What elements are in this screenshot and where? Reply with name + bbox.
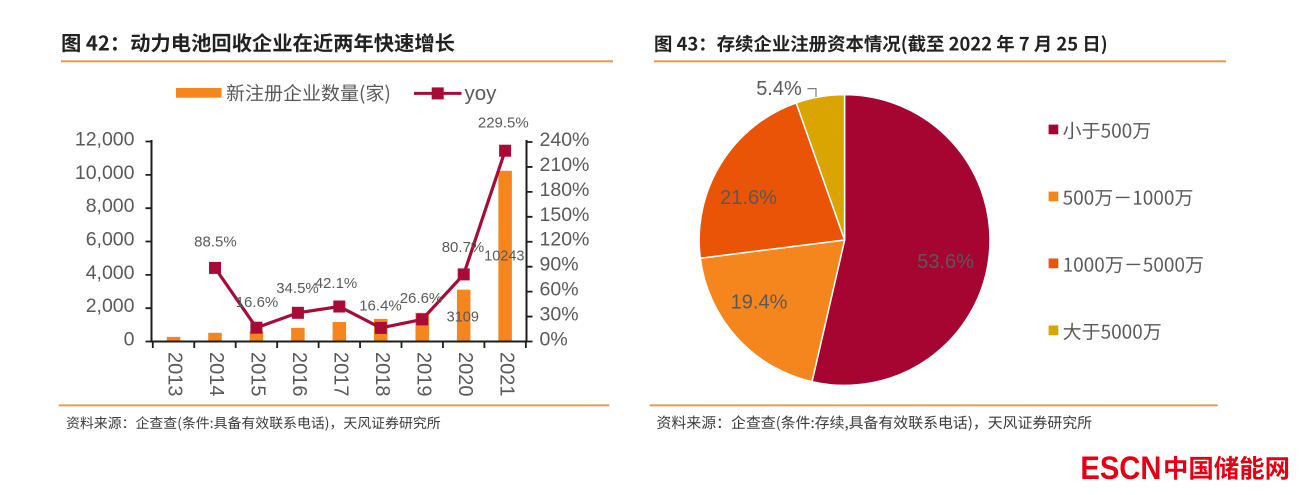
svg-text:yoy: yoy	[465, 82, 498, 105]
svg-text:150%: 150%	[540, 204, 590, 226]
svg-text:5.4%: 5.4%	[756, 78, 802, 100]
svg-text:21.6%: 21.6%	[720, 187, 777, 209]
svg-text:ESCN: ESCN	[1080, 450, 1161, 486]
svg-text:34.5%: 34.5%	[276, 280, 319, 297]
svg-text:8,000: 8,000	[86, 195, 135, 217]
svg-text:12,000: 12,000	[75, 129, 135, 151]
svg-text:2015: 2015	[247, 352, 269, 397]
svg-text:2016: 2016	[288, 352, 310, 397]
svg-text:229.5%: 229.5%	[478, 115, 529, 132]
svg-text:60%: 60%	[540, 279, 579, 301]
svg-text:2020: 2020	[454, 352, 476, 397]
svg-text:16.6%: 16.6%	[236, 294, 279, 311]
svg-text:26.6%: 26.6%	[400, 290, 443, 307]
svg-text:2021: 2021	[495, 352, 517, 397]
svg-text:53.6%: 53.6%	[917, 251, 974, 273]
svg-text:6,000: 6,000	[86, 229, 135, 251]
svg-text:2017: 2017	[330, 352, 352, 397]
svg-text:0: 0	[124, 329, 135, 351]
svg-text:180%: 180%	[540, 179, 590, 201]
svg-text:16.4%: 16.4%	[359, 298, 402, 315]
svg-text:0%: 0%	[540, 329, 568, 351]
svg-text:240%: 240%	[540, 129, 590, 151]
svg-text:120%: 120%	[540, 229, 590, 251]
svg-text:88.5%: 88.5%	[194, 234, 237, 251]
svg-text:10,000: 10,000	[75, 162, 135, 184]
svg-text:210%: 210%	[540, 154, 590, 176]
svg-text:80.7%: 80.7%	[442, 239, 485, 256]
svg-text:2013: 2013	[164, 352, 186, 397]
svg-text:19.4%: 19.4%	[731, 292, 788, 314]
svg-text:42.1%: 42.1%	[315, 275, 358, 292]
svg-text:90%: 90%	[540, 254, 579, 276]
svg-text:2014: 2014	[205, 352, 227, 397]
svg-text:2019: 2019	[412, 352, 434, 397]
svg-text:10243: 10243	[484, 248, 524, 264]
svg-text:2018: 2018	[371, 352, 393, 397]
svg-text:3109: 3109	[447, 309, 479, 325]
svg-text:2,000: 2,000	[86, 295, 135, 317]
svg-text:30%: 30%	[540, 304, 579, 326]
svg-text:4,000: 4,000	[86, 262, 135, 284]
